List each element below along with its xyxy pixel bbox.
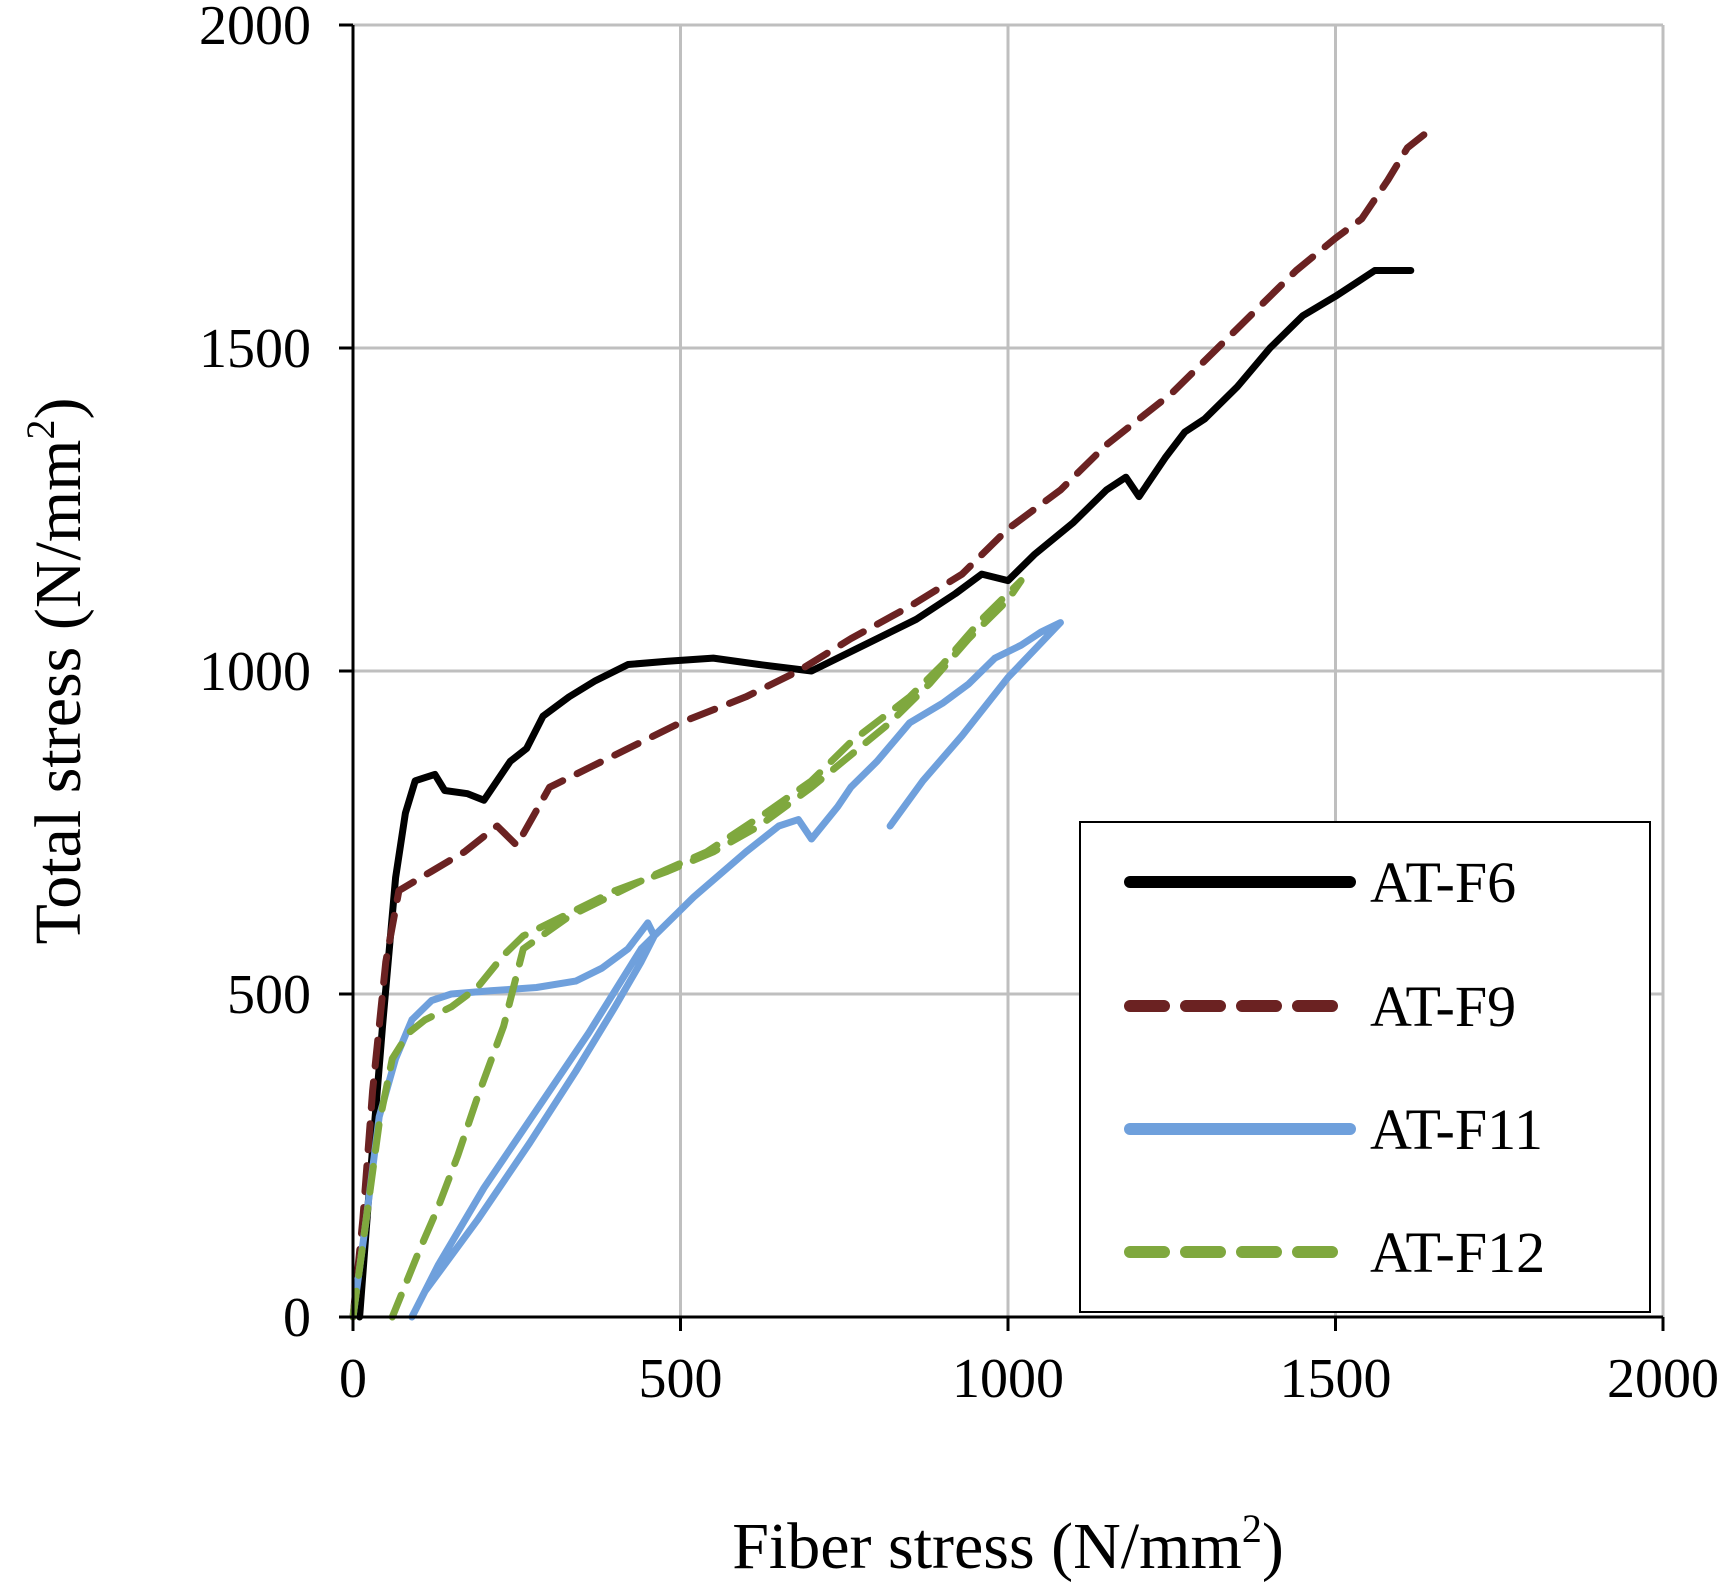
y-tick-label: 0 bbox=[283, 1287, 311, 1349]
legend-label-at-f9: AT-F9 bbox=[1370, 974, 1516, 1039]
x-axis-title-close: ) bbox=[1262, 1510, 1284, 1582]
x-tick-label: 1000 bbox=[952, 1348, 1064, 1410]
y-tick-label: 1500 bbox=[199, 318, 311, 380]
x-tick-label: 2000 bbox=[1607, 1348, 1719, 1410]
x-tick-label: 500 bbox=[639, 1348, 723, 1410]
x-tick-label: 1500 bbox=[1280, 1348, 1392, 1410]
series-line-at-f9 bbox=[349, 131, 1428, 1321]
x-tick-label: 0 bbox=[339, 1348, 367, 1410]
y-tick-label: 500 bbox=[227, 964, 311, 1026]
axes bbox=[339, 23, 1665, 1331]
y-tick-label: 1000 bbox=[199, 641, 311, 703]
series-layer bbox=[349, 131, 1428, 1321]
x-axis-title: Fiber stress (N/mm2) bbox=[732, 1506, 1284, 1582]
series-line-at-f6 bbox=[356, 267, 1415, 1321]
y-axis-title-text: Total stress (N/mm bbox=[22, 439, 95, 944]
series-line-at-f12 bbox=[349, 577, 1025, 1321]
legend-box bbox=[1079, 821, 1651, 1313]
legend-label-at-f11: AT-F11 bbox=[1370, 1097, 1543, 1162]
legend: AT-F6 AT-F9 AT-F11 AT-F12 bbox=[1079, 821, 1651, 1313]
tick-labels: 0 500 1000 1500 2000 0 500 1000 1500 2000 bbox=[199, 0, 1719, 1410]
legend-label-at-f6: AT-F6 bbox=[1370, 850, 1516, 915]
series-line-at-f11 bbox=[349, 619, 1064, 1321]
y-axis-title-sup: 2 bbox=[18, 419, 63, 439]
y-axis-title-close: ) bbox=[22, 398, 95, 420]
legend-label-at-f12: AT-F12 bbox=[1370, 1220, 1545, 1285]
x-axis-title-sup: 2 bbox=[1242, 1506, 1262, 1551]
y-axis-title: Total stress (N/mm2) bbox=[18, 398, 95, 945]
y-tick-label: 2000 bbox=[199, 0, 311, 57]
x-axis-title-text: Fiber stress (N/mm bbox=[732, 1510, 1242, 1582]
